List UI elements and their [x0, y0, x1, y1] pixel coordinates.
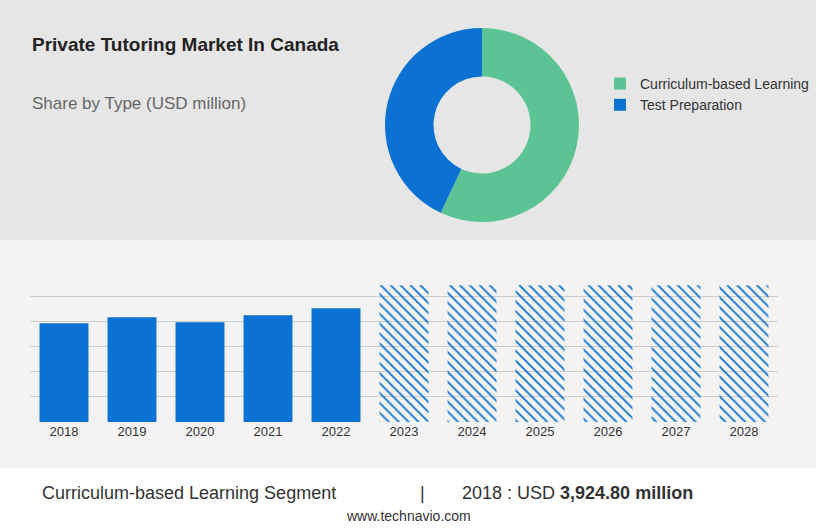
svg-text:2025: 2025 — [526, 424, 555, 439]
svg-text:|: | — [420, 483, 425, 503]
svg-text:2024: 2024 — [458, 424, 487, 439]
svg-text:2022: 2022 — [322, 424, 351, 439]
svg-text:2021: 2021 — [254, 424, 283, 439]
svg-text:2023: 2023 — [390, 424, 419, 439]
svg-text:Private Tutoring Market In Can: Private Tutoring Market In Canada — [32, 34, 339, 55]
svg-text:2026: 2026 — [594, 424, 623, 439]
svg-text:2018: 2018 — [50, 424, 79, 439]
svg-text:2018 : USD 3,924.80 million: 2018 : USD 3,924.80 million — [462, 483, 693, 503]
svg-text:www.technavio.com: www.technavio.com — [346, 508, 471, 524]
svg-text:Test Preparation: Test Preparation — [640, 97, 742, 113]
svg-text:Curriculum-based Learning: Curriculum-based Learning — [640, 76, 809, 92]
svg-text:2028: 2028 — [730, 424, 759, 439]
svg-text:2019: 2019 — [118, 424, 147, 439]
svg-text:Share by Type (USD million): Share by Type (USD million) — [32, 94, 246, 113]
svg-text:Curriculum-based Learning Segm: Curriculum-based Learning Segment — [42, 483, 336, 503]
svg-text:2020: 2020 — [186, 424, 215, 439]
svg-text:2027: 2027 — [662, 424, 691, 439]
